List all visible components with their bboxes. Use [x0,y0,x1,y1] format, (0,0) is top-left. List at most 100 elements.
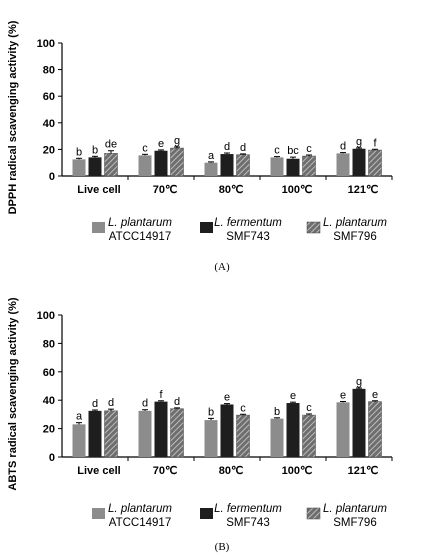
bar [204,162,218,176]
bar [302,414,316,458]
chart-panel-1: 0 20 40 60 80 100 DPPH radical scavenging acti… [7,20,393,273]
legend-species: L. fermentum [214,503,282,515]
significance-label: b [208,406,214,418]
panel-label: (A) [214,261,230,273]
significance-label: c [142,142,148,154]
y-tick-label: 60 [43,367,55,379]
significance-label: d [142,398,148,410]
bar [368,149,382,177]
legend-species: L. plantarum [323,503,387,515]
bar [286,403,300,457]
y-axis-label: DPPH radical scavenging activity (%) [7,20,19,214]
bar [236,414,250,458]
x-tick-label: 100℃ [282,465,313,477]
significance-label: e [372,389,378,401]
legend-swatch [200,222,213,233]
bar [286,158,300,176]
significance-label: b [76,146,82,158]
significance-label: f [373,137,377,149]
legend: L. plantarum ATCC14917 L. fermentum SMF743 L… [92,217,387,243]
significance-label: b [92,144,98,156]
y-axis-label: ABTS radical scavenging activity (%) [7,297,19,491]
legend-strain: ATCC14917 [109,231,171,243]
legend-species: L. plantarum [323,217,387,229]
legend-strain: SMF796 [333,517,376,529]
x-tick-label: 70℃ [153,465,178,477]
y-tick-label: 40 [43,118,55,130]
bar [88,157,102,176]
y-tick-label: 100 [37,38,55,50]
bar [170,408,184,458]
x-tick-label: Live cell [77,184,120,196]
significance-label: d [108,397,114,409]
significance-label: g [356,136,362,148]
bar [154,401,168,457]
significance-label: d [174,396,180,408]
legend-swatch [200,508,213,519]
y-tick-label: 0 [49,171,55,183]
significance-label: a [208,150,215,162]
significance-label: d [340,141,346,153]
bar [170,147,184,177]
legend-swatch [306,507,321,520]
significance-label: e [158,138,164,150]
legend-species: L. fermentum [214,217,282,229]
x-tick-label: 80℃ [219,465,244,477]
panel-label: (B) [215,541,230,553]
y-tick-label: 80 [43,65,55,77]
bar [236,154,250,177]
bar [220,154,234,176]
legend-species: L. plantarum [108,503,172,515]
legend-species: L. plantarum [108,217,172,229]
legend-strain: SMF796 [333,231,376,243]
significance-label: de [105,139,117,151]
bar [352,388,366,457]
bar [72,159,86,176]
legend-strain: SMF743 [226,231,269,243]
y-tick-label: 100 [37,310,55,322]
x-tick-label: 121℃ [348,465,379,477]
significance-label: e [290,390,296,402]
bar [104,153,118,177]
significance-label: a [76,411,83,423]
significance-label: c [306,143,312,155]
x-tick-label: Live cell [77,465,120,477]
legend: L. plantarum ATCC14917 L. fermentum SMF743 L… [92,503,387,529]
bar [88,410,102,457]
bar [104,410,118,458]
significance-label: bc [287,145,299,157]
significance-label: d [92,398,98,410]
bar [220,404,234,457]
legend-swatch [92,222,105,233]
significance-label: e [224,392,230,404]
bar [270,157,284,176]
bar [336,402,350,457]
significance-label: g [174,135,180,147]
legend-strain: ATCC14917 [109,517,171,529]
y-tick-label: 20 [43,424,55,436]
bar [138,155,152,176]
significance-label: f [159,389,163,401]
significance-label: c [306,402,312,414]
bar [270,418,284,457]
x-tick-label: 80℃ [219,184,244,196]
y-tick-label: 80 [43,338,55,350]
y-tick-label: 0 [49,452,55,464]
bar [204,420,218,457]
y-tick-label: 20 [43,144,55,156]
legend-strain: SMF743 [226,517,269,529]
significance-label: b [274,406,280,418]
bar [138,410,152,457]
x-tick-label: 121℃ [348,184,379,196]
chart-panel-2: 0 20 40 60 80 100 ABTS radical scavenging acti… [7,297,393,553]
bar [72,424,86,457]
significance-label: g [356,376,362,388]
bar [154,150,168,176]
bar [352,148,366,176]
significance-label: d [224,141,230,153]
legend-swatch [306,221,321,234]
significance-label: c [240,402,246,414]
significance-label: c [274,145,280,157]
legend-swatch [92,508,105,519]
